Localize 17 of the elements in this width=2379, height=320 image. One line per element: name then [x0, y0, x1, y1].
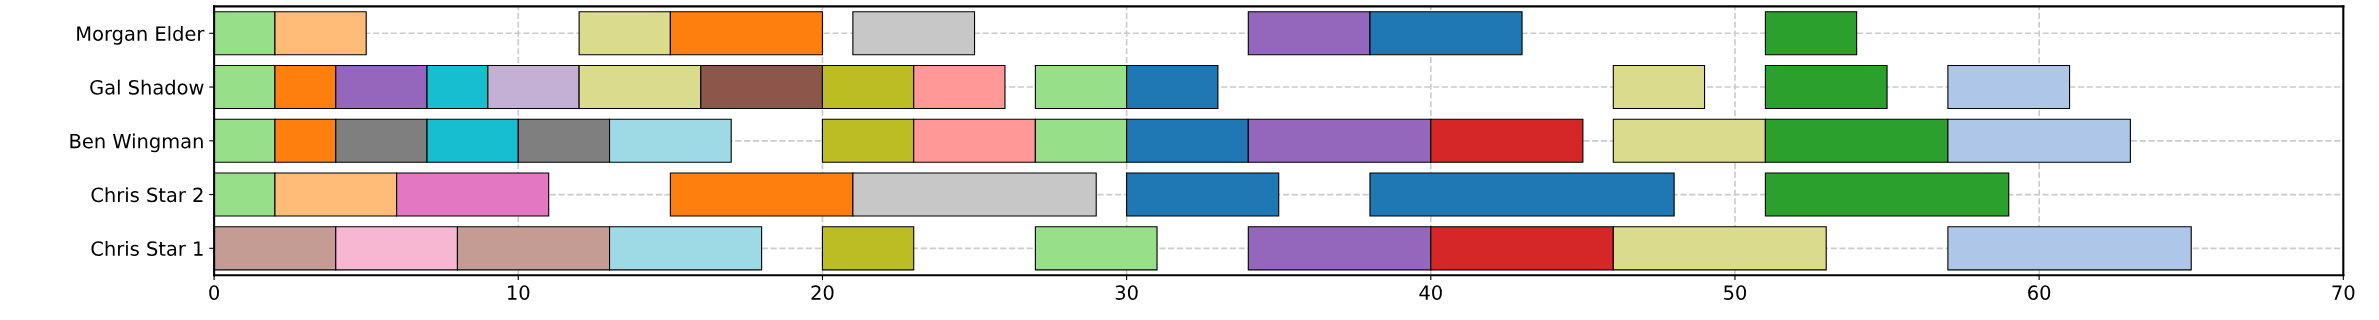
- x-tick-label: 50: [1724, 285, 1747, 300]
- bar: [821, 226, 915, 271]
- bar: [1764, 11, 1858, 56]
- y-tick-label: Morgan Elder: [77, 25, 205, 45]
- x-tick-label: 0: [209, 285, 219, 300]
- x-tick-label: 30: [1115, 285, 1138, 300]
- y-tick-label: Chris Star 2: [91, 187, 203, 203]
- y-tick-label: Chris Star 1: [91, 240, 203, 256]
- bar: [1369, 172, 1675, 217]
- x-tick-label: 70: [2332, 285, 2355, 300]
- x-tick-label: 10: [508, 285, 530, 300]
- bar: [1764, 172, 2010, 217]
- y-tick-label: Ben Wingman: [70, 133, 203, 153]
- x-tick-label: 60: [2028, 285, 2051, 300]
- x-tick-label: 20: [811, 285, 834, 300]
- y-tick-label: Gal Shadow: [90, 79, 204, 95]
- x-tick-label: 40: [1419, 285, 1442, 300]
